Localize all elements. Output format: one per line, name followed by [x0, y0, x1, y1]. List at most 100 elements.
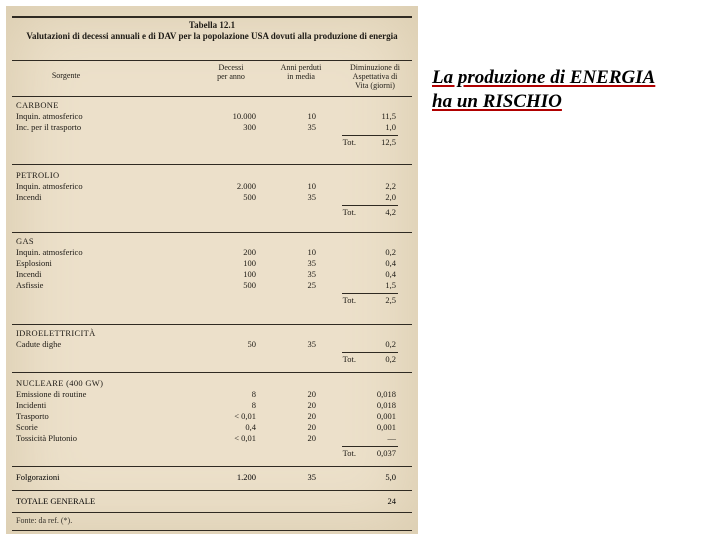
cell-years: 20 — [266, 400, 316, 410]
cell-deaths: 100 — [196, 269, 256, 279]
cell-years: 10 — [266, 111, 316, 121]
table-inner: Tabella 12.1 Valutazioni di decessi annu… — [6, 6, 418, 534]
cell-deaths: 500 — [196, 280, 256, 290]
table-row: Emissione di routine8200,018 — [6, 389, 418, 400]
cell-deaths: 100 — [196, 258, 256, 268]
table-row: Asfissie 500 25 1,5 — [6, 280, 418, 291]
table-number: Tabella 12.1 — [6, 20, 418, 31]
col-dav: Diminuzione diAspettativa diVita (giorni… — [336, 64, 414, 90]
cell-years: 20 — [266, 389, 316, 399]
divider — [12, 232, 412, 233]
col-source: Sorgente — [16, 72, 116, 81]
row-label: Incendi — [16, 192, 42, 202]
table-row: Inquin. atmosferico200100,2 — [6, 247, 418, 258]
row-label: Inquin. atmosferico — [16, 181, 83, 191]
subtotal-rule — [342, 446, 398, 447]
cell-years: 35 — [266, 339, 316, 349]
cell-deaths: 0,4 — [196, 422, 256, 432]
row-label: Emissione di routine — [16, 389, 86, 399]
page: Tabella 12.1 Valutazioni di decessi annu… — [6, 6, 714, 534]
cell-dav: 0,4 — [342, 258, 396, 268]
row-label: Inc. per il trasporto — [16, 122, 81, 132]
subtotal-rule — [342, 293, 398, 294]
divider — [12, 60, 412, 61]
cell-dav: 0,4 — [342, 269, 396, 279]
cell-deaths: 500 — [196, 192, 256, 202]
table-row: Scorie 0,4 20 0,001 — [6, 422, 418, 433]
cell-years: 25 — [266, 280, 316, 290]
cell-years: 35 — [266, 192, 316, 202]
annotation-line2: ha un RISCHIO — [432, 91, 562, 112]
table-row: Inquin. atmosferico 10.000 10 11,5 — [6, 111, 418, 122]
divider — [12, 490, 412, 491]
cell-dav: 2,2 — [342, 181, 396, 191]
row-label: Incendi — [16, 269, 42, 279]
table-row: Tossicità Plutonio< 0,0120— — [6, 433, 418, 444]
divider — [12, 324, 412, 325]
section-head: GAS — [16, 236, 34, 246]
divider — [12, 372, 412, 373]
table-row: Cadute dighe50350,2 — [6, 339, 418, 350]
row-label: Folgorazioni — [16, 472, 59, 482]
cell-years: 35 — [266, 122, 316, 132]
annotation-panel: La produzione di ENERGIA ha un RISCHIO — [418, 6, 714, 534]
subtotal-value: 0,037 — [342, 448, 396, 458]
cell-deaths: 50 — [196, 339, 256, 349]
table-caption: Valutazioni di decessi annuali e di DAV … — [6, 31, 418, 42]
subtotal-rule — [342, 135, 398, 136]
cell-dav: 1,5 — [342, 280, 396, 290]
table-row: Incendi 100 35 0,4 — [6, 269, 418, 280]
table-row: Inquin. atmosferico2.000102,2 — [6, 181, 418, 192]
cell-years: 20 — [266, 433, 316, 443]
subtotal-value: 2,5 — [342, 295, 396, 305]
cell-deaths: 10.000 — [196, 111, 256, 121]
table-title-block: Tabella 12.1 Valutazioni di decessi annu… — [6, 20, 418, 43]
cell-dav: 11,5 — [342, 111, 396, 121]
cell-dav: 0,018 — [342, 400, 396, 410]
column-headers: Sorgente Decessiper anno Anni perdutiin … — [6, 64, 418, 94]
cell-dav: 0,001 — [342, 411, 396, 421]
cell-dav: 5,0 — [342, 472, 396, 482]
cell-years: 35 — [266, 269, 316, 279]
divider — [12, 530, 412, 531]
divider — [12, 96, 412, 97]
section-head: PETROLIO — [16, 170, 59, 180]
subtotal-rule — [342, 352, 398, 353]
cell-dav: 2,0 — [342, 192, 396, 202]
grand-total-value: 24 — [342, 496, 396, 506]
row-label: Inquin. atmosferico — [16, 247, 83, 257]
row-label: Inquin. atmosferico — [16, 111, 83, 121]
cell-years: 10 — [266, 247, 316, 257]
row-label: Asfissie — [16, 280, 43, 290]
cell-deaths: 8 — [196, 389, 256, 399]
row-label: Incidenti — [16, 400, 46, 410]
annotation-text: La produzione di ENERGIA ha un RISCHIO — [432, 66, 706, 114]
cell-years: 10 — [266, 181, 316, 191]
section-head: NUCLEARE (400 GW) — [16, 378, 103, 388]
subtotal-value: 4,2 — [342, 207, 396, 217]
annotation-line1: La produzione di ENERGIA — [432, 67, 655, 88]
cell-years: 20 — [266, 422, 316, 432]
cell-years: 20 — [266, 411, 316, 421]
row-label: Cadute dighe — [16, 339, 61, 349]
divider — [12, 16, 412, 18]
cell-deaths: < 0,01 — [196, 433, 256, 443]
col-years: Anni perdutiin media — [266, 64, 336, 82]
subtotal-rule — [342, 205, 398, 206]
divider — [12, 512, 412, 513]
cell-years: 35 — [266, 472, 316, 482]
divider — [12, 466, 412, 467]
cell-deaths: 8 — [196, 400, 256, 410]
row-label: Scorie — [16, 422, 38, 432]
cell-deaths: 200 — [196, 247, 256, 257]
scanned-table-panel: Tabella 12.1 Valutazioni di decessi annu… — [6, 6, 418, 534]
row-label: Trasporto — [16, 411, 49, 421]
table-footer: Fonte: da ref. (*). — [16, 516, 72, 525]
cell-dav: 0,001 — [342, 422, 396, 432]
col-deaths: Decessiper anno — [196, 64, 266, 82]
section-head: IDROELETTRICITÀ — [16, 328, 96, 338]
subtotal-value: 0,2 — [342, 354, 396, 364]
section-head: CARBONE — [16, 100, 59, 110]
subtotal-value: 12,5 — [342, 137, 396, 147]
cell-years: 35 — [266, 258, 316, 268]
